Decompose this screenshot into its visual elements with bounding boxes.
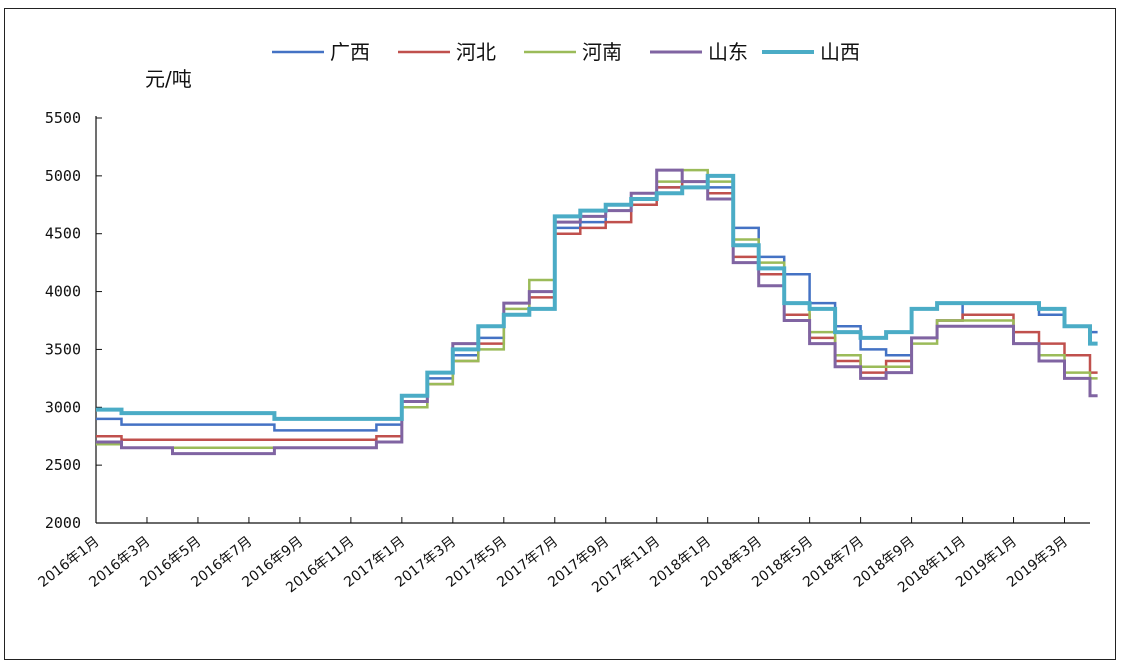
y-unit-label: 元/吨 [145, 67, 192, 91]
series-line-3 [96, 168, 1098, 456]
legend-label-3: 山东 [708, 40, 748, 64]
legend-label-1: 河北 [456, 40, 496, 64]
y-tick-label: 5500 [45, 109, 81, 127]
legend-label-0: 广西 [330, 40, 370, 64]
y-tick-label: 5000 [45, 167, 81, 185]
y-tick-label: 3000 [45, 398, 81, 416]
legend: 广西 河北 河南 山东 山西 [272, 40, 860, 64]
legend-label-4: 山西 [820, 40, 860, 64]
series-lines [96, 168, 1098, 456]
y-tick-label: 4500 [45, 225, 81, 243]
chart-frame [4, 8, 1116, 660]
y-tick-label: 4000 [45, 283, 81, 301]
axes: 200025003000350040004500500055002016年1月2… [35, 109, 1090, 596]
series-line-4 [96, 173, 1098, 421]
series-line-1 [96, 180, 1098, 441]
y-tick-label: 2500 [45, 456, 81, 474]
y-tick-label: 3500 [45, 340, 81, 358]
series-line-0 [96, 180, 1098, 432]
y-tick-label: 2000 [45, 514, 81, 532]
legend-label-2: 河南 [582, 40, 622, 64]
